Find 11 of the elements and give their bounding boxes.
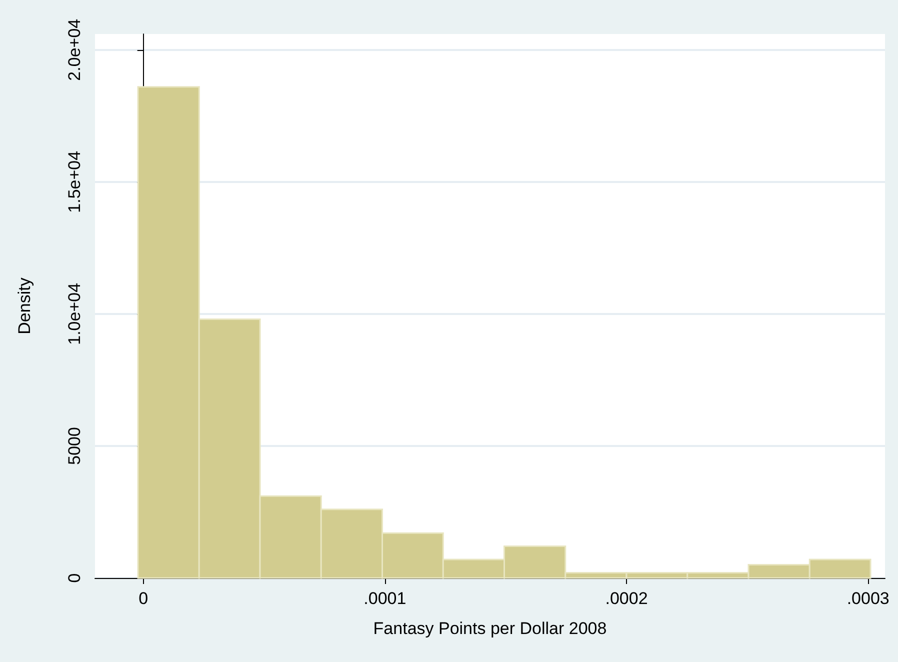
y-tick-label: 2.0e+04 [65,18,84,81]
y-tick-label: 5000 [65,427,84,465]
x-tick-label: .0001 [364,589,406,608]
x-axis-title: Fantasy Points per Dollar 2008 [373,619,607,638]
x-tick-label: .0002 [605,589,648,608]
y-tick-label: 1.0e+04 [65,282,84,345]
y-tick-label: 1.5e+04 [65,150,84,213]
x-tick-label: 0 [138,589,148,608]
y-tick-label: 0 [65,573,84,583]
y-axis-title: Density [15,277,34,334]
x-tick-label: .0003 [846,589,890,608]
